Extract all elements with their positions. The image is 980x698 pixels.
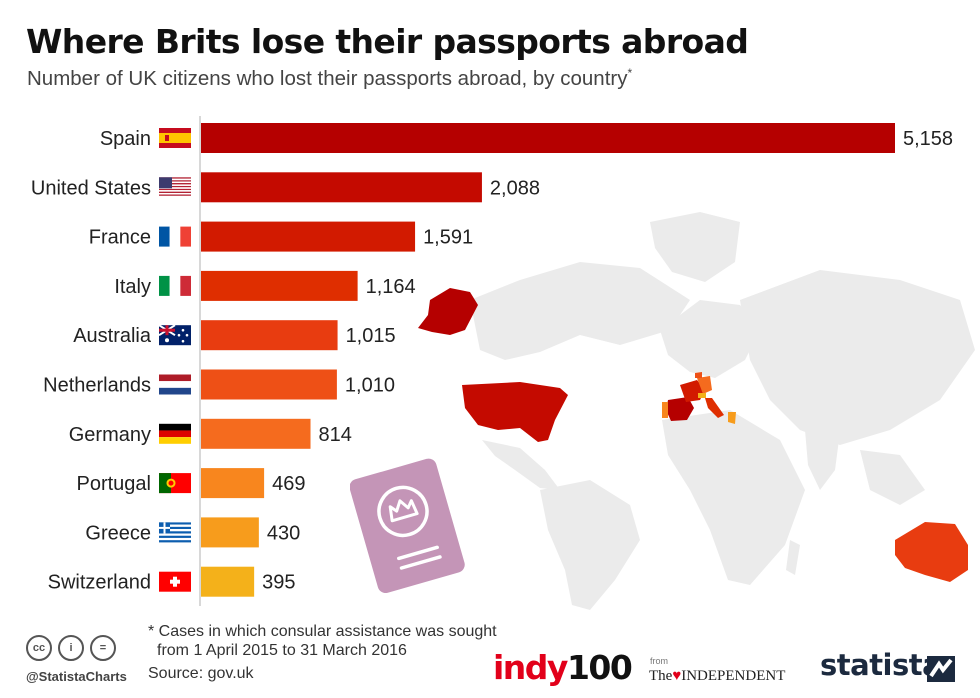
- map-south-america: [540, 480, 640, 610]
- chart-title: Where Brits lose their passports abroad: [26, 22, 749, 61]
- value-label-portugal: 469: [272, 473, 305, 495]
- footnote-line-2: from 1 April 2015 to 31 March 2016: [157, 642, 407, 659]
- category-label-greece: Greece: [85, 522, 151, 544]
- map-canada: [470, 262, 690, 360]
- category-label-germany: Germany: [69, 424, 151, 446]
- independent-the: The: [649, 668, 673, 684]
- category-label-united-states: United States: [31, 177, 151, 199]
- value-label-switzerland: 395: [262, 572, 295, 594]
- chart-marks: 5,158 Spain 2,088 United States 1,591 France 1…: [31, 123, 953, 597]
- flag-switzerland-icon: [159, 571, 191, 592]
- no-derivatives-icon: =: [90, 635, 116, 661]
- flag-netherlands-icon: [159, 374, 191, 395]
- bar-netherlands: [201, 369, 337, 400]
- independent-name: INDEPENDENT: [681, 668, 786, 684]
- flag-germany-icon: [159, 423, 191, 444]
- cc-icon: cc: [26, 635, 52, 661]
- category-label-spain: Spain: [100, 128, 151, 150]
- flags: [158, 128, 191, 592]
- flag-united-states-icon: [159, 177, 191, 198]
- value-label-spain: 5,158: [903, 128, 953, 150]
- value-label-germany: 814: [319, 424, 352, 446]
- twitter-handle: @StatistaCharts: [26, 669, 127, 684]
- bar-greece: [201, 517, 259, 548]
- map-australia: [895, 522, 968, 582]
- bar-australia: [201, 320, 338, 351]
- map-greece: [728, 412, 736, 424]
- map-africa: [662, 410, 805, 585]
- footnote-line-1: * Cases in which consular assistance was…: [148, 623, 497, 640]
- indy-logo-number: 100: [566, 648, 633, 687]
- bar-france: [201, 221, 416, 252]
- independent-logo: The♥INDEPENDENT: [649, 668, 786, 684]
- bar-united-states: [201, 172, 482, 203]
- map-asia: [740, 270, 975, 445]
- passport-icon: [350, 458, 465, 593]
- value-label-united-states: 2,088: [490, 177, 540, 199]
- value-label-netherlands: 1,010: [345, 375, 395, 397]
- map-greenland: [650, 212, 740, 282]
- flag-portugal-icon: [159, 473, 191, 494]
- chart-subtitle: Number of UK citizens who lost their pas…: [27, 66, 632, 91]
- map-italy: [705, 398, 724, 418]
- map-germany: [697, 376, 712, 394]
- map-switzerland: [698, 393, 706, 398]
- value-label-greece: 430: [267, 522, 300, 544]
- statista-mark-icon: [927, 656, 955, 682]
- category-label-portugal: Portugal: [77, 473, 152, 495]
- value-label-australia: 1,015: [346, 325, 396, 347]
- subtitle-text: Number of UK citizens who lost their pas…: [27, 66, 628, 90]
- indy100-logo: indy100: [493, 648, 633, 687]
- map-europe: [660, 300, 760, 378]
- category-label-italy: Italy: [114, 276, 151, 298]
- value-label-france: 1,591: [423, 227, 473, 249]
- map-alaska: [418, 288, 478, 335]
- flag-france-icon: [159, 226, 191, 247]
- bar-portugal: [201, 468, 265, 499]
- map-netherlands: [695, 372, 702, 378]
- map-central-america: [482, 440, 560, 490]
- category-label-netherlands: Netherlands: [43, 375, 151, 397]
- bar-italy: [201, 270, 358, 301]
- map-se-asia: [860, 450, 925, 505]
- attribution-icon: i: [58, 635, 84, 661]
- source-text: Source: gov.uk: [148, 665, 254, 682]
- flag-australia-icon: [158, 324, 191, 346]
- bar-switzerland: [201, 566, 255, 597]
- flag-italy-icon: [159, 275, 191, 296]
- category-label-switzerland: Switzerland: [48, 572, 151, 594]
- map-portugal: [662, 402, 668, 418]
- map-usa: [462, 382, 568, 442]
- map-india: [805, 430, 840, 490]
- category-label-france: France: [89, 227, 151, 249]
- flag-spain-icon: [159, 128, 191, 148]
- bar-spain: [201, 123, 895, 153]
- footnote: * Cases in which consular assistance was…: [148, 622, 497, 660]
- flag-greece-icon: [159, 522, 191, 543]
- value-label-italy: 1,164: [366, 276, 416, 298]
- from-label: from: [650, 656, 668, 666]
- license-icons: cc i =: [26, 635, 116, 661]
- indy-logo-text: indy: [493, 648, 568, 687]
- map-madagascar: [786, 540, 800, 575]
- bar-germany: [201, 418, 311, 449]
- map-spain: [666, 397, 694, 421]
- category-label-australia: Australia: [73, 325, 152, 347]
- statista-logo: statista: [820, 648, 942, 682]
- subtitle-footnote-marker: *: [627, 66, 633, 80]
